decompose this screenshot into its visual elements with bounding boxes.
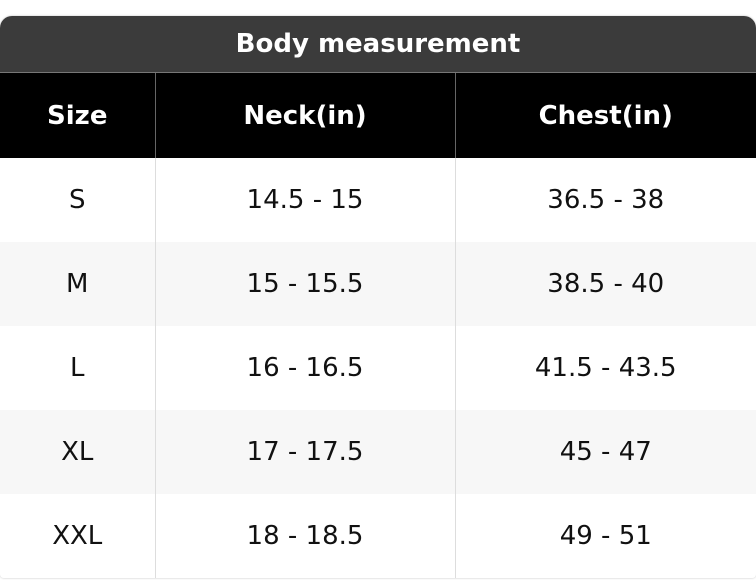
table-cell: M [0,242,156,326]
header-cell: Size [0,73,156,158]
table-cell: XL [0,410,156,494]
table-cell: 15 - 15.5 [155,242,456,326]
table-cell: XXL [0,494,156,578]
table-row: S 14.5 - 15 36.5 - 38 [0,158,756,242]
table-cell: 49 - 51 [455,494,756,578]
table-row: M 15 - 15.5 38.5 - 40 [0,242,756,326]
table-row: XXL 18 - 18.5 49 - 51 [0,494,756,578]
table-cell: 41.5 - 43.5 [455,326,756,410]
table-cell: 14.5 - 15 [155,158,456,242]
table-cell: S [0,158,156,242]
table: Size Neck(in) Chest(in) S 14.5 - 15 36.5 - 3… [0,73,756,578]
table-body: S 14.5 - 15 36.5 - 38 M 15 - 15.5 38.5 - 40 L 1… [0,158,756,578]
header-cell: Neck(in) [155,73,456,158]
size-chart: Body measurement Size Neck(in) Chest(in) S… [0,16,756,578]
table-cell: L [0,326,156,410]
table-cell: 18 - 18.5 [155,494,456,578]
table-cell: 36.5 - 38 [455,158,756,242]
table-title: Body measurement [0,16,756,73]
header-cell: Chest(in) [455,73,756,158]
table-row: XL 17 - 17.5 45 - 47 [0,410,756,494]
table-cell: 17 - 17.5 [155,410,456,494]
table-cell: 45 - 47 [455,410,756,494]
table-cell: 16 - 16.5 [155,326,456,410]
table-cell: 38.5 - 40 [455,242,756,326]
header-row: Size Neck(in) Chest(in) [0,73,756,158]
table-row: L 16 - 16.5 41.5 - 43.5 [0,326,756,410]
